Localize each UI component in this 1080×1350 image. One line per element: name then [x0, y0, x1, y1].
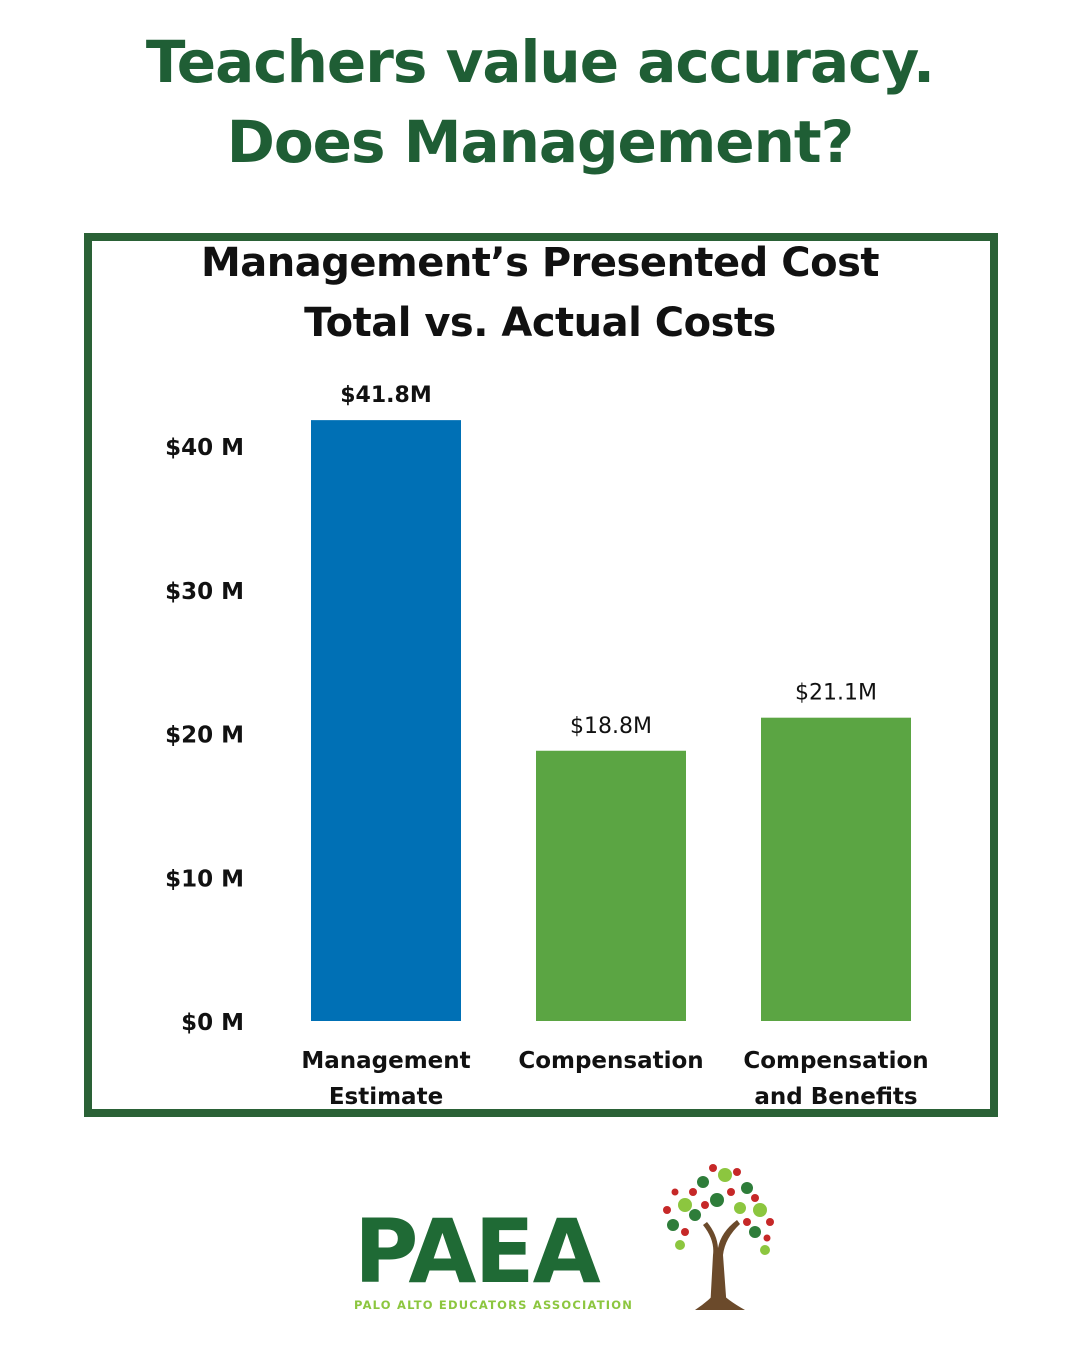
- bar: [311, 420, 461, 1021]
- logo-subtitle: PALO ALTO EDUCATORS ASSOCIATION: [354, 1298, 634, 1312]
- y-tick-label: $40 M: [165, 435, 244, 461]
- headline-line-1: Teachers value accuracy.: [145, 28, 935, 96]
- y-tick-label: $10 M: [165, 866, 244, 892]
- logo-wordmark: PAEA: [354, 1200, 601, 1303]
- headline-line-2: Does Management?: [226, 108, 855, 176]
- x-tick-label: Management: [301, 1048, 470, 1074]
- y-tick-label: $30 M: [165, 579, 244, 605]
- bar: [761, 717, 911, 1021]
- chart-title-line-2: Total vs. Actual Costs: [304, 300, 776, 346]
- x-tick-label: Compensation: [743, 1048, 928, 1074]
- bar-value-label: $41.8M: [340, 383, 431, 408]
- x-tick-label: Estimate: [329, 1084, 443, 1110]
- bar-value-label: $21.1M: [795, 681, 877, 706]
- y-tick-label: $20 M: [165, 723, 244, 749]
- x-tick-label: and Benefits: [754, 1084, 917, 1110]
- bar: [536, 750, 686, 1021]
- x-tick-label: Compensation: [518, 1048, 703, 1074]
- y-tick-label: $0 M: [181, 1010, 244, 1036]
- tree-of-hands-icon: [663, 1164, 774, 1310]
- paea-logo: PAEA PALO ALTO EDUCATORS ASSOCIATION: [340, 1160, 780, 1320]
- bar-value-label: $18.8M: [570, 714, 652, 739]
- chart-title-line-1: Management’s Presented Cost: [200, 240, 880, 286]
